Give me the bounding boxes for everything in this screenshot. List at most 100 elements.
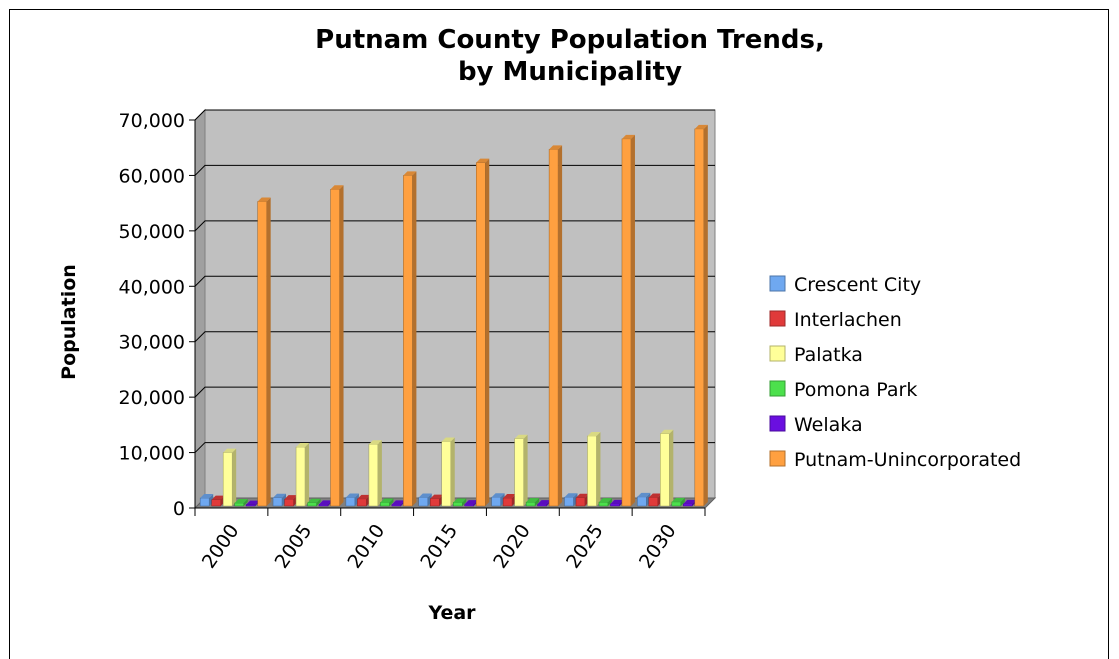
- y-tick-label: 70,000: [119, 110, 185, 132]
- bar: [257, 197, 271, 507]
- y-tick-label: 30,000: [119, 332, 185, 354]
- bar-top: [537, 500, 551, 505]
- bar-front: [502, 497, 513, 507]
- gridline: [194, 109, 715, 121]
- bar-top: [514, 434, 528, 439]
- bar-front: [598, 501, 609, 507]
- bar-side: [558, 145, 563, 506]
- bar: [307, 498, 321, 507]
- bar: [199, 494, 214, 507]
- bar-front: [476, 162, 486, 507]
- legend-label: Pomona Park: [794, 379, 917, 401]
- bar-side: [450, 437, 455, 506]
- bar-top: [575, 493, 589, 498]
- bar: [671, 497, 685, 507]
- bar: [575, 493, 589, 507]
- gridline: [194, 331, 715, 343]
- bar-top: [503, 494, 517, 499]
- bar-top: [587, 431, 601, 436]
- x-tick-label: 2025: [562, 520, 608, 572]
- gridline: [194, 386, 715, 398]
- bar-side: [377, 440, 382, 506]
- bar-top: [648, 493, 662, 498]
- legend-item: Pomona Park: [769, 379, 917, 401]
- y-tick-label: 20,000: [119, 387, 185, 409]
- bar-top: [357, 494, 371, 499]
- bar-side: [535, 498, 540, 506]
- chart-subtitle: by Municipality: [458, 57, 682, 87]
- bar-front: [683, 503, 693, 507]
- legend-swatch: [769, 310, 786, 327]
- bar-front: [211, 499, 221, 507]
- legend-item: Crescent City: [769, 274, 921, 296]
- bar-front: [648, 497, 659, 507]
- bar-front: [380, 502, 390, 507]
- y-tick-label: 40,000: [119, 276, 185, 298]
- bar-side: [523, 434, 528, 506]
- y-axis-title: Population: [58, 264, 80, 380]
- bar-front: [610, 503, 620, 507]
- plot-back-wall: [204, 109, 716, 499]
- bar-front: [671, 501, 682, 507]
- bar-side: [209, 494, 214, 506]
- x-tick-label: 2020: [489, 520, 535, 572]
- bar-front: [199, 497, 210, 507]
- bar: [380, 498, 394, 507]
- legend-item: Palatka: [769, 344, 863, 366]
- bar-front: [234, 502, 244, 507]
- legend: Crescent City Interlachen Palatka Pomona Pa…: [769, 274, 1021, 471]
- bar-top: [223, 448, 237, 453]
- legend-swatch: [769, 275, 786, 292]
- bar-side: [596, 431, 601, 506]
- bar: [660, 429, 674, 507]
- bar-front: [564, 496, 574, 507]
- gridline: [194, 164, 715, 176]
- x-tick-label: 2005: [271, 520, 317, 572]
- bar-top: [441, 437, 455, 442]
- chart-title: Putnam County Population Trends,: [315, 25, 825, 55]
- bar-top: [380, 498, 394, 503]
- bar-top: [200, 494, 214, 499]
- legend-swatch: [769, 380, 786, 397]
- x-tick-labels: 2000 2005 2010 2015 2020 2025 2030: [198, 520, 681, 572]
- x-axis-title: Year: [427, 602, 476, 624]
- bar-front: [694, 128, 705, 507]
- legend-label: Crescent City: [794, 274, 921, 296]
- bar: [621, 134, 635, 507]
- bar: [453, 498, 467, 507]
- x-tick-label: 2015: [416, 520, 462, 572]
- bar-front: [621, 138, 632, 507]
- bar-front: [453, 502, 463, 507]
- bar-top: [430, 494, 444, 499]
- bar-top: [683, 499, 697, 504]
- bar-front: [514, 438, 524, 507]
- y-tick-label: 0: [173, 498, 185, 520]
- bar-top: [368, 440, 382, 445]
- legend-swatch: [769, 345, 786, 362]
- bar: [637, 492, 651, 507]
- bar-front: [318, 504, 329, 507]
- bar-side: [266, 197, 271, 507]
- y-tick-label: 60,000: [119, 165, 185, 187]
- plot-side-wall: [194, 108, 206, 510]
- bar-top: [621, 134, 635, 139]
- bar-top: [610, 499, 624, 504]
- gridlines: [194, 109, 715, 453]
- legend-label: Interlachen: [794, 309, 902, 331]
- bar-front: [418, 497, 428, 507]
- bar: [403, 171, 417, 507]
- bar-front: [272, 497, 283, 507]
- legend-item: Interlachen: [769, 309, 902, 331]
- y-tick-label: 50,000: [119, 221, 185, 243]
- bar: [514, 434, 528, 507]
- bar-top: [391, 500, 405, 505]
- legend-swatch: [769, 415, 786, 432]
- bar: [295, 443, 310, 507]
- gridline: [194, 220, 715, 232]
- bar-top: [234, 499, 248, 504]
- bar-top: [257, 197, 271, 202]
- gridline: [194, 275, 715, 287]
- bar-top: [660, 429, 674, 434]
- bar: [222, 448, 237, 507]
- bar: [525, 498, 540, 507]
